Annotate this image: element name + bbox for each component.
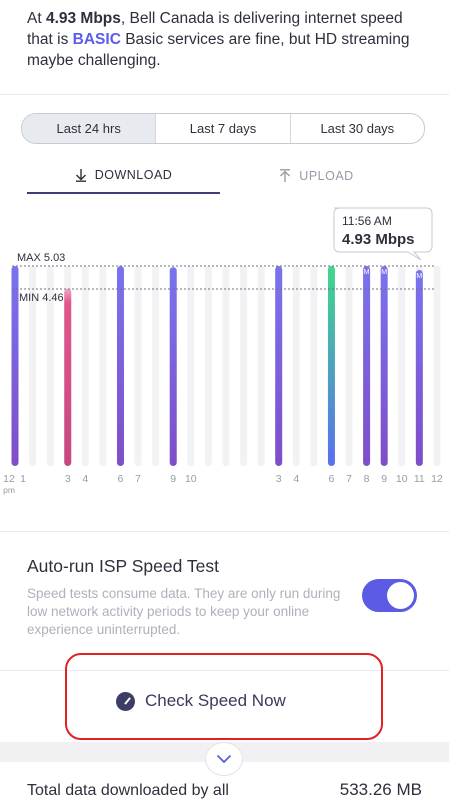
speed-summary: At 4.93 Mbps, Bell Canada is delivering … — [27, 8, 427, 71]
bar-marker-label: M — [416, 273, 422, 280]
chart-track — [222, 266, 230, 466]
x-tick-label: 10 — [185, 473, 197, 485]
x-tick-label: 10 — [396, 473, 408, 485]
chart-bar[interactable] — [169, 267, 177, 466]
chart-track — [99, 266, 107, 466]
toggle-knob — [387, 582, 414, 609]
chart-track — [46, 266, 54, 466]
chart-track — [187, 266, 195, 466]
download-arrow-icon — [75, 169, 86, 182]
chart-track — [81, 266, 89, 466]
x-tick-label: 9 — [381, 473, 387, 485]
chart-bar[interactable] — [327, 266, 335, 466]
expand-button[interactable] — [205, 742, 243, 776]
tooltip-value: 4.93 Mbps — [342, 231, 415, 248]
tab-upload-label: UPLOAD — [299, 169, 354, 183]
autorun-title: Auto-run ISP Speed Test — [27, 556, 219, 576]
time-range-selector: Last 24 hrs Last 7 days Last 30 days — [21, 113, 425, 144]
chart-bar[interactable] — [11, 266, 19, 466]
x-tick-label: 11 — [414, 473, 425, 485]
direction-tabs: DOWNLOAD UPLOAD — [27, 158, 413, 194]
chart-bar[interactable] — [64, 288, 72, 466]
tab-last-30-days[interactable]: Last 30 days — [320, 121, 395, 136]
chart-track — [257, 266, 265, 466]
chart-bar[interactable] — [380, 266, 388, 466]
autorun-description: Speed tests consume data. They are only … — [27, 586, 341, 637]
total-downloaded-label: Total data downloaded by all — [27, 782, 229, 799]
chart-track — [240, 266, 248, 466]
chart-track — [29, 266, 37, 466]
x-tick-label: 12 — [3, 473, 15, 485]
max-label: MAX 5.03 — [17, 252, 65, 264]
x-tick-label: 6 — [329, 473, 335, 485]
tab-last-7-days[interactable]: Last 7 days — [156, 114, 291, 143]
summary-tier: BASIC — [72, 31, 121, 48]
chart-track — [433, 266, 441, 466]
x-tick-label: 12 — [431, 473, 443, 485]
chart-track — [204, 266, 212, 466]
chart-bar[interactable] — [415, 269, 423, 466]
chart-track — [134, 266, 142, 466]
x-tick-label: 4 — [293, 473, 299, 485]
check-speed-now-button[interactable]: Check Speed Now — [116, 688, 336, 714]
summary-middle: , Bell Canada is delivering internet spe… — [27, 10, 403, 48]
summary-speed: 4.93 Mbps — [45, 10, 121, 27]
speedometer-icon — [116, 691, 135, 711]
x-tick-label: 3 — [276, 473, 282, 485]
chevron-down-icon — [216, 754, 232, 764]
tab-download[interactable]: DOWNLOAD — [27, 158, 220, 194]
chart-track — [345, 266, 353, 466]
tab-download-label: DOWNLOAD — [94, 168, 173, 182]
summary-prefix: At — [27, 10, 46, 27]
divider — [0, 670, 449, 671]
chart-track — [398, 266, 406, 466]
check-speed-area — [0, 671, 449, 735]
upload-arrow-icon — [280, 169, 291, 182]
x-tick-label: 7 — [135, 473, 141, 485]
min-label: MIN 4.46 — [19, 292, 64, 304]
x-tick-label: 7 — [346, 473, 352, 485]
divider — [0, 531, 449, 532]
x-tick-label: 4 — [82, 473, 88, 485]
tab-last-24-hrs[interactable]: Last 24 hrs — [22, 114, 157, 143]
x-tick-label: 3 — [65, 473, 71, 485]
check-speed-label: Check Speed Now — [145, 691, 286, 710]
chart-tooltip: 11:56 AM 4.93 Mbps — [333, 207, 433, 261]
chart-bar[interactable] — [275, 266, 283, 466]
x-tick-label: 1 — [20, 473, 26, 485]
total-downloaded-value: 533.26 MB — [339, 780, 422, 799]
bar-marker-label: M — [364, 269, 370, 276]
x-tick-sublabel: pm — [3, 485, 15, 495]
tab-upload[interactable]: UPLOAD — [220, 158, 413, 194]
x-tick-label: 8 — [364, 473, 370, 485]
chart-track — [152, 266, 160, 466]
x-tick-label: 9 — [170, 473, 176, 485]
chart-bar[interactable] — [363, 266, 371, 466]
chart-track — [292, 266, 300, 466]
tooltip-time: 11:56 AM — [342, 214, 392, 228]
chart-bar[interactable] — [116, 266, 124, 466]
divider — [0, 94, 449, 95]
autorun-toggle[interactable] — [362, 579, 417, 612]
summary-suffix: Basic services are fine, but HD streamin… — [27, 31, 410, 69]
bar-marker-label: M — [381, 269, 387, 276]
chart-track — [310, 266, 318, 466]
x-tick-label: 6 — [118, 473, 124, 485]
